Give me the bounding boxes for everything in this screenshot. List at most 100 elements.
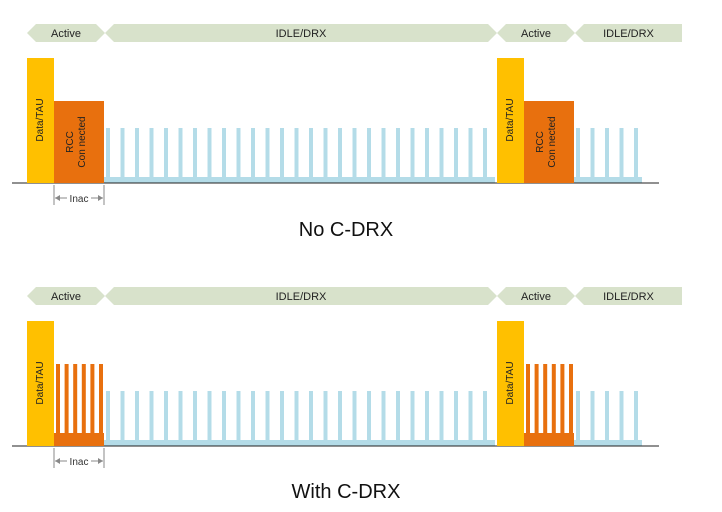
idle-pulse xyxy=(634,391,638,446)
idle-pulse xyxy=(367,391,371,446)
idle-pulse xyxy=(149,391,154,446)
idle-pulse xyxy=(236,391,241,446)
idle-pulse xyxy=(483,128,487,183)
idle-pulse xyxy=(367,128,371,183)
data-blocks: Data/TAU Data/TAU RCCCon nected RCCCon nect… xyxy=(12,58,659,205)
idle-pulses xyxy=(104,391,642,446)
phase-label: Active xyxy=(521,28,551,40)
inac-arrowhead xyxy=(98,195,103,201)
idle-pulse xyxy=(410,391,415,446)
inac-label: Inac xyxy=(70,194,89,205)
idle-pulse xyxy=(222,391,226,446)
data-tau-label: Data/TAU xyxy=(505,98,516,141)
idle-pulse xyxy=(439,128,444,183)
idle-pulse xyxy=(106,391,110,446)
phase-label: IDLE/DRX xyxy=(276,291,327,303)
data-blocks: Data/TAU Data/TAU Inac xyxy=(12,321,659,468)
idle-pulse xyxy=(619,128,624,183)
idle-pulse xyxy=(280,391,284,446)
idle-pulse xyxy=(309,391,313,446)
idle-pulse xyxy=(338,391,342,446)
idle-pulse xyxy=(178,391,183,446)
idle-pulse xyxy=(120,391,125,446)
idle-pulse xyxy=(236,128,241,183)
cdrx-pulse xyxy=(90,364,95,446)
rrc-connected-label: RCCCon nected xyxy=(65,116,88,167)
inac-arrowhead xyxy=(98,458,103,464)
idle-pulse xyxy=(207,128,212,183)
idle-pulse xyxy=(468,391,473,446)
phase-arrows: Active IDLE/DRX Active IDLE/DRX xyxy=(27,24,682,42)
idle-pulse xyxy=(483,391,487,446)
phase-label: IDLE/DRX xyxy=(603,291,654,303)
idle-pulse xyxy=(338,128,342,183)
idle-pulse xyxy=(280,128,284,183)
idle-pulse xyxy=(454,128,458,183)
phase-label: Active xyxy=(51,28,81,40)
idle-pulse xyxy=(294,391,299,446)
idle-pulse xyxy=(352,391,357,446)
idle-pulses xyxy=(104,128,642,183)
idle-floor xyxy=(104,177,495,183)
cdrx-pulse xyxy=(526,364,530,446)
idle-pulse xyxy=(576,391,580,446)
phase-label: IDLE/DRX xyxy=(603,28,654,40)
phase-arrow xyxy=(497,24,575,42)
cdrx-pulse xyxy=(99,364,103,446)
panel-title: No C-DRX xyxy=(299,219,393,241)
data-tau-block xyxy=(497,321,524,446)
idle-pulse xyxy=(135,391,139,446)
idle-pulse xyxy=(251,391,255,446)
data-tau-label: Data/TAU xyxy=(35,361,46,404)
data-tau-block xyxy=(497,58,524,183)
idle-pulse xyxy=(222,128,226,183)
idle-pulse xyxy=(634,128,638,183)
idle-pulse xyxy=(605,391,609,446)
inac-arrowhead xyxy=(55,458,60,464)
idle-pulse xyxy=(265,391,270,446)
idle-pulse xyxy=(265,128,270,183)
cdrx-pulse xyxy=(56,364,60,446)
cdrx-pulse xyxy=(534,364,539,446)
idle-pulse xyxy=(106,128,110,183)
phase-arrow xyxy=(575,24,682,42)
phase-arrow xyxy=(27,287,105,305)
rrc-connected-block xyxy=(524,101,574,183)
cdrx-pulse xyxy=(551,364,556,446)
idle-floor xyxy=(104,440,495,446)
data-tau-label: Data/TAU xyxy=(505,361,516,404)
idle-pulse xyxy=(323,128,328,183)
idle-pulse xyxy=(396,128,400,183)
idle-pulse xyxy=(425,391,429,446)
idle-pulse xyxy=(149,128,154,183)
idle-pulse xyxy=(425,128,429,183)
idle-pulse xyxy=(576,128,580,183)
panel-title: With C-DRX xyxy=(292,481,401,503)
phase-arrow xyxy=(497,287,575,305)
rrc-connected-block xyxy=(54,101,104,183)
inac-arrowhead xyxy=(55,195,60,201)
idle-pulse xyxy=(619,391,624,446)
idle-pulse xyxy=(590,128,595,183)
idle-pulse xyxy=(590,391,595,446)
idle-pulse xyxy=(323,391,328,446)
panel-no-cdrx: Active IDLE/DRX Active IDLE/DRX Data/TAU Dat… xyxy=(12,24,682,241)
idle-pulse xyxy=(396,391,400,446)
idle-pulse xyxy=(605,128,609,183)
phase-label: IDLE/DRX xyxy=(276,28,327,40)
idle-pulse xyxy=(120,128,125,183)
idle-pulse xyxy=(309,128,313,183)
rrc-connected-label: RCCCon nected xyxy=(535,116,558,167)
phase-arrows: Active IDLE/DRX Active IDLE/DRX xyxy=(27,287,682,305)
idle-pulse xyxy=(439,391,444,446)
cdrx-pulse xyxy=(64,364,69,446)
phase-label: Active xyxy=(51,291,81,303)
data-tau-block xyxy=(27,58,54,183)
idle-pulse xyxy=(207,391,212,446)
panel-with-cdrx: Active IDLE/DRX Active IDLE/DRX Data/TAU Dat… xyxy=(12,287,682,503)
data-tau-block xyxy=(27,321,54,446)
data-tau-label: Data/TAU xyxy=(35,98,46,141)
idle-pulse xyxy=(178,128,183,183)
cdrx-floor xyxy=(54,433,104,446)
